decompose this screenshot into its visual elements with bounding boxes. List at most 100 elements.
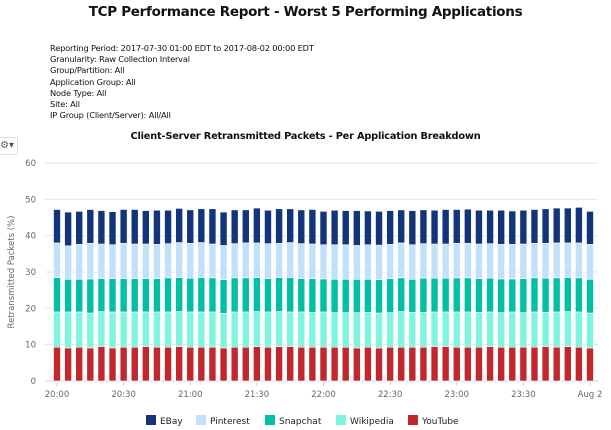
bar-segment-ebay: [264, 209, 272, 244]
legend-item-pinterest[interactable]: Pinterest: [210, 417, 250, 427]
bar-segment-snapchat: [153, 278, 161, 313]
bar-segment-ebay: [208, 208, 217, 245]
bar-segment-wikipedia: [563, 311, 572, 347]
bar-segment-snapchat: [208, 277, 217, 313]
legend-item-snapchat[interactable]: Snapchat: [279, 417, 322, 427]
y-tick-label: 10: [25, 341, 36, 351]
bar-segment-youtube: [97, 346, 106, 382]
bar-segment-youtube: [486, 346, 494, 382]
bar-segment-wikipedia: [419, 312, 428, 348]
bar-segment-ebay: [153, 209, 161, 245]
bar-segment-pinterest: [219, 245, 228, 280]
bar-segment-ebay: [330, 209, 339, 246]
bar-segment-pinterest: [64, 245, 72, 280]
x-tick-label: 23:00: [445, 390, 470, 400]
bar-segment-snapchat: [430, 277, 439, 313]
legend-item-wikipedia[interactable]: Wikipedia: [350, 417, 394, 427]
bar-segment-snapchat: [164, 277, 172, 313]
bar-segment-wikipedia: [441, 311, 450, 347]
bar-segment-wikipedia: [308, 312, 317, 348]
meta-node-type: Node Type: All: [50, 87, 107, 98]
bar-segment-snapchat: [408, 278, 417, 313]
bar-segment-pinterest: [253, 242, 261, 278]
bar-segment-youtube: [275, 346, 283, 382]
bar-segment-wikipedia: [130, 311, 139, 348]
bar-segment-youtube: [586, 347, 594, 382]
bar-segment-snapchat: [397, 277, 406, 312]
bar-segment-pinterest: [53, 242, 61, 278]
bar-segment-pinterest: [308, 243, 317, 279]
bar-segment-pinterest: [119, 242, 128, 279]
bar-segment-pinterest: [530, 242, 539, 279]
bar-segment-ebay: [353, 210, 361, 246]
bar-segment-ebay: [475, 209, 483, 245]
bar-segment-snapchat: [119, 278, 128, 313]
bar-segment-wikipedia: [408, 312, 417, 348]
bar-segment-snapchat: [286, 277, 294, 313]
bar-segment-ebay: [308, 209, 317, 245]
bar-segment-youtube: [75, 346, 84, 382]
bar-segment-youtube: [563, 346, 572, 382]
bar-segment-pinterest: [319, 244, 328, 280]
bar-segment-wikipedia: [319, 311, 328, 348]
bar-segment-snapchat: [486, 277, 494, 313]
legend-item-youtube[interactable]: YouTube: [421, 417, 459, 427]
bar-segment-youtube: [197, 346, 206, 382]
bar-segment-ebay: [408, 210, 417, 246]
bar-segment-youtube: [219, 347, 228, 382]
bar-segment-ebay: [486, 209, 494, 244]
bar-segment-ebay: [175, 208, 183, 243]
bar-segment-youtube: [541, 346, 550, 382]
bar-segment-youtube: [552, 346, 561, 382]
meta-group-partition: Group/Partition: All: [50, 65, 125, 76]
bar-segment-snapchat: [186, 277, 195, 313]
bar-segment-ebay: [441, 209, 450, 245]
bar-segment-pinterest: [275, 242, 283, 278]
bar-segment-wikipedia: [452, 311, 461, 348]
chart-options-button[interactable]: ⚙▾: [0, 137, 18, 155]
bar-segment-ebay: [286, 208, 294, 243]
bar-segment-pinterest: [241, 242, 250, 279]
bar-segment-pinterest: [330, 244, 339, 280]
meta-granularity: Granularity: Raw Collection Interval: [50, 54, 190, 65]
meta-application-group: Application Group: All: [50, 76, 136, 87]
meta-reporting-period: Reporting Period: 2017-07-30 01:00 EDT t…: [50, 43, 314, 53]
bar-segment-pinterest: [552, 242, 561, 279]
bar-segment-ebay: [464, 208, 472, 244]
bar-segment-snapchat: [86, 278, 95, 314]
bar-segment-youtube: [230, 346, 239, 382]
bar-segment-youtube: [241, 346, 250, 382]
bar-segment-youtube: [175, 346, 183, 382]
bar-segment-ebay: [497, 209, 505, 245]
legend-item-ebay[interactable]: EBay: [160, 417, 183, 427]
bar-segment-snapchat: [563, 277, 572, 312]
bar-segment-youtube: [253, 346, 261, 382]
bar-segment-youtube: [108, 347, 117, 382]
bar-segment-youtube: [452, 346, 461, 382]
y-axis-label: Retransmitted Packets (%): [7, 216, 17, 329]
bar-segment-wikipedia: [119, 311, 128, 348]
bar-segment-snapchat: [353, 278, 361, 313]
report-parameters: Reporting Period: 2017-07-30 01:00 EDT t…: [50, 43, 314, 121]
bar-segment-wikipedia: [575, 311, 583, 348]
bar-segment-snapchat: [130, 278, 139, 313]
bar-segment-youtube: [264, 346, 272, 382]
bar-segment-snapchat: [341, 278, 350, 313]
bar-segment-youtube: [497, 346, 505, 382]
bar-segment-wikipedia: [153, 311, 161, 348]
chart-title: Client-Server Retransmitted Packets - Pe…: [130, 131, 481, 142]
bar-segment-ebay: [541, 208, 550, 244]
bar-segment-ebay: [519, 209, 528, 245]
bar-segment-snapchat: [364, 278, 372, 313]
bar-segment-youtube: [119, 346, 128, 382]
x-tick-label: 23:30: [511, 390, 536, 400]
bar-segment-youtube: [286, 346, 294, 382]
bar-segment-wikipedia: [475, 312, 483, 348]
bar-segment-snapchat: [452, 277, 461, 313]
bar-segment-pinterest: [419, 243, 428, 279]
bar-segment-snapchat: [508, 278, 517, 313]
bar-segment-pinterest: [264, 243, 272, 279]
bar-segment-wikipedia: [241, 311, 250, 348]
bar-segment-snapchat: [575, 277, 583, 313]
bar-segment-wikipedia: [75, 311, 84, 348]
